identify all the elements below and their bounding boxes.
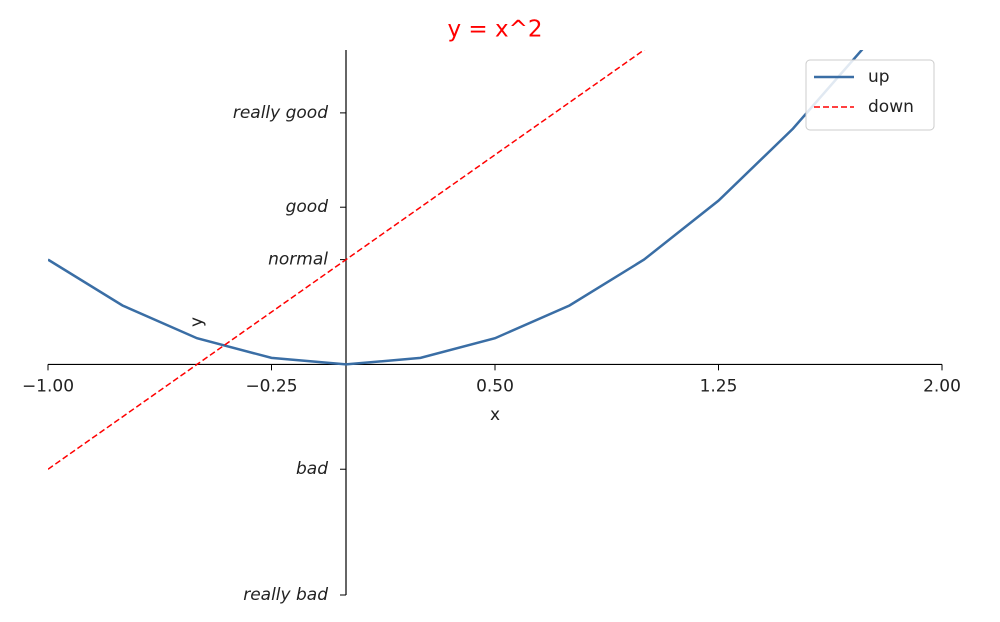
plot-area bbox=[48, 50, 864, 470]
legend-label: down bbox=[868, 97, 914, 117]
legend-label: up bbox=[868, 67, 890, 87]
line-series bbox=[48, 50, 864, 366]
x-tick-label: −0.25 bbox=[245, 376, 297, 396]
y-tick-label: good bbox=[286, 197, 329, 217]
x-tick-label: 2.00 bbox=[923, 376, 961, 396]
y-tick-label: bad bbox=[296, 459, 328, 479]
x-tick-label: 0.50 bbox=[476, 376, 514, 396]
x-tick-label: 1.25 bbox=[700, 376, 738, 396]
y-tick-label: really bad bbox=[243, 585, 328, 605]
chart-title: y = x^2 bbox=[447, 17, 542, 43]
y-tick-label: really good bbox=[233, 103, 328, 123]
x-axis-label: x bbox=[490, 405, 500, 425]
x-tick-label: −1.00 bbox=[22, 376, 74, 396]
y-tick-label: normal bbox=[268, 250, 328, 270]
y-axis-label: y bbox=[187, 317, 207, 327]
line-series bbox=[48, 50, 646, 470]
legend: up down bbox=[805, 59, 935, 131]
